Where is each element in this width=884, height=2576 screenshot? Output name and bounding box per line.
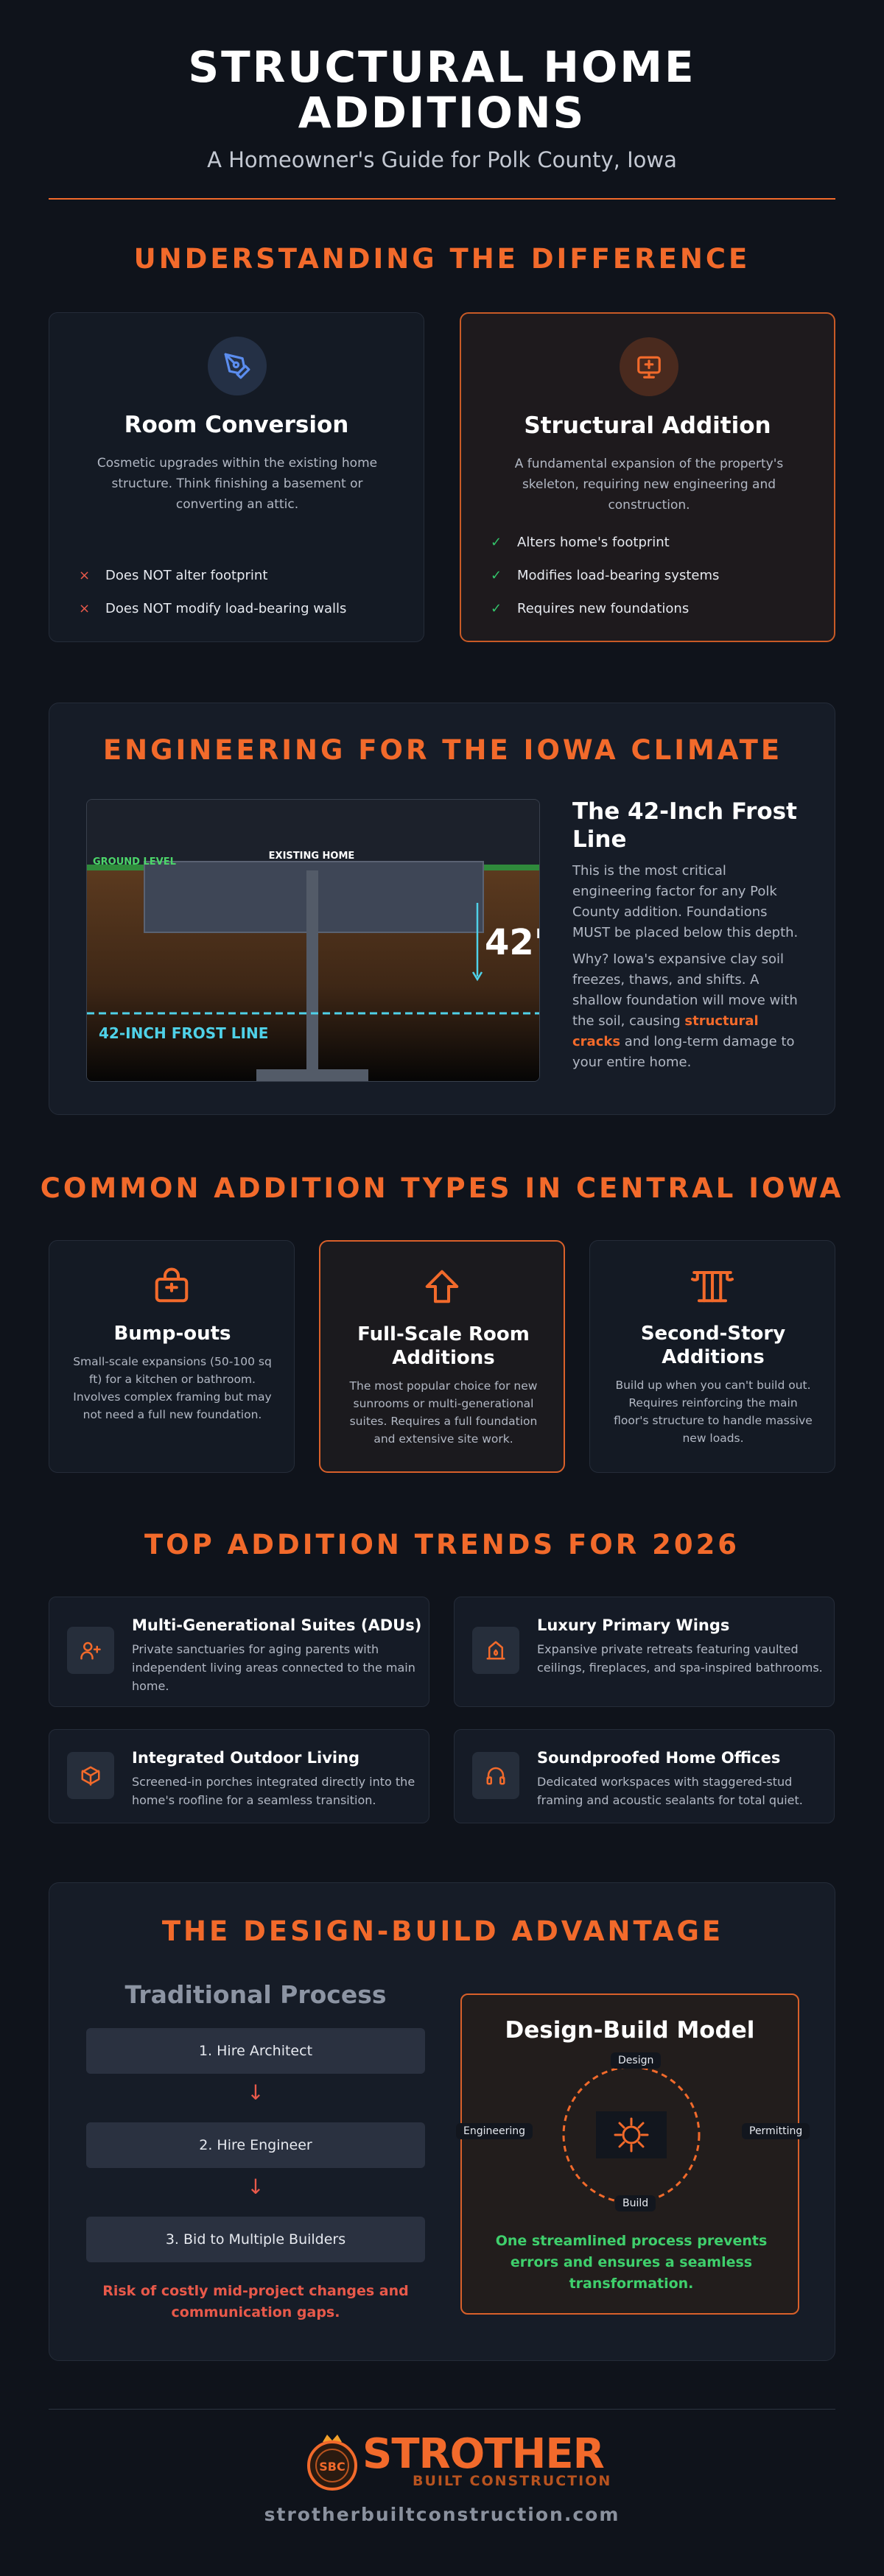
- section-title-trends: TOP ADDITION TRENDS FOR 2026: [144, 1529, 740, 1560]
- type-title: Second-Story Additions: [640, 1323, 786, 1368]
- traditional-step: 3. Bid to Multiple Builders: [86, 2217, 425, 2262]
- trend-card-adus: Multi-Generational Suites (ADUs) Private…: [49, 1597, 429, 1707]
- list-item: ✓ Alters home's footprint: [491, 535, 670, 550]
- list-item: ✓ Requires new foundations: [491, 601, 690, 616]
- footer-divider: [49, 2409, 835, 2410]
- section-title-difference: UNDERSTANDING THE DIFFERENCE: [133, 243, 751, 275]
- page-title: STRUCTURAL HOME ADDITIONS: [0, 44, 884, 136]
- page-title-line-2: ADDITIONS: [298, 88, 586, 138]
- trend-title: Multi-Generational Suites (ADUs): [132, 1616, 422, 1634]
- traditional-warning: Risk of costly mid-project changes and c…: [102, 2283, 409, 2320]
- x-icon: ×: [79, 601, 91, 616]
- check-icon: ✓: [491, 601, 502, 616]
- room-conversion-card: Room Conversion Cosmetic upgrades within…: [49, 312, 424, 642]
- list-item: × Does NOT modify load-bearing walls: [79, 601, 347, 616]
- trend-description: Expansive private retreats featuring vau…: [537, 1642, 823, 1675]
- foundation-pier: [306, 870, 318, 1071]
- type-title: Full-Scale Room Additions: [357, 1323, 530, 1369]
- type-description: Build up when you can't build out. Requi…: [614, 1379, 813, 1445]
- highlight-text: structural cracks: [572, 1013, 759, 1049]
- design-build-model-heading: Design-Build Model: [505, 2017, 755, 2044]
- fireplace-icon: [472, 1627, 519, 1674]
- headphones-icon: [472, 1752, 519, 1799]
- logo-badge-icon: SBC: [307, 2435, 357, 2491]
- ground-level-label: GROUND LEVEL: [93, 856, 176, 868]
- frost-line-diagram: GROUND LEVEL EXISTING HOME 42" 42-INCH F…: [86, 799, 540, 1082]
- monitor-icon: [620, 337, 678, 396]
- cycle-node-build: Build: [615, 2195, 656, 2211]
- column-icon: [590, 1266, 835, 1306]
- arrow-up-icon: [320, 1267, 564, 1306]
- user-plus-icon: [67, 1627, 114, 1674]
- process-cycle-diagram: [562, 2066, 701, 2204]
- website-link[interactable]: strotherbuiltconstruction.com: [264, 2504, 620, 2525]
- cycle-node-engineering: Engineering: [456, 2123, 533, 2139]
- design-build-section: THE DESIGN-BUILD ADVANTAGE Traditional P…: [49, 1882, 835, 2361]
- list-item: × Does NOT alter footprint: [79, 568, 268, 583]
- trend-description: Private sanctuaries for aging parents wi…: [132, 1642, 415, 1693]
- cube-icon: [67, 1752, 114, 1799]
- type-card-full-scale: Full-Scale Room Additions The most popul…: [319, 1240, 565, 1473]
- room-conversion-list: × Does NOT alter footprint × Does NOT modi…: [79, 559, 403, 625]
- section-title-types: COMMON ADDITION TYPES IN CENTRAL IOWA: [40, 1172, 844, 1204]
- structural-addition-card: Structural Addition A fundamental expans…: [460, 312, 835, 642]
- existing-home-label: EXISTING HOME: [269, 851, 355, 862]
- trend-title: Luxury Primary Wings: [537, 1616, 730, 1634]
- shopping-bag-icon: [49, 1266, 294, 1306]
- frost-line-label: 42-INCH FROST LINE: [99, 1024, 268, 1042]
- design-build-message: One streamlined process prevents errors …: [495, 2233, 768, 2292]
- cycle-node-permitting: Permitting: [742, 2123, 810, 2139]
- check-icon: ✓: [491, 535, 502, 550]
- arrow-down-icon: ↓: [247, 2080, 264, 2105]
- structural-addition-list: ✓ Alters home's footprint ✓ Modifies load-…: [491, 526, 815, 625]
- frost-paragraph-2: Why? Iowa's expansive clay soil freezes,…: [572, 951, 798, 1070]
- logo-wordmark: STROTHER: [362, 2430, 605, 2478]
- section-title-climate: ENGINEERING FOR THE IOWA CLIMATE: [102, 734, 783, 766]
- check-icon: ✓: [491, 568, 502, 583]
- page-title-line-1: STRUCTURAL HOME: [188, 42, 696, 92]
- type-description: Small-scale expansions (50-100 sq ft) fo…: [73, 1355, 272, 1421]
- type-card-second-story: Second-Story Additions Build up when you…: [589, 1240, 835, 1473]
- header-divider: [49, 198, 835, 200]
- room-conversion-description: Cosmetic upgrades within the existing ho…: [97, 456, 378, 512]
- foundation-footing: [256, 1069, 368, 1081]
- type-title: Bump-outs: [113, 1323, 231, 1345]
- cycle-node-design: Design: [611, 2052, 662, 2069]
- design-build-model-card: Design-Build Model Design Engineering Pe…: [456, 1993, 810, 2315]
- trend-title: Integrated Outdoor Living: [132, 1749, 360, 1767]
- logo-badge-text: SBC: [319, 2460, 345, 2474]
- trend-description: Dedicated workspaces with staggered-stud…: [537, 1775, 803, 1807]
- traditional-heading: Traditional Process: [124, 1980, 387, 2009]
- type-description: The most popular choice for new sunrooms…: [349, 1379, 538, 1446]
- trend-title: Soundproofed Home Offices: [537, 1749, 781, 1767]
- logo-subtitle: BUILT CONSTRUCTION: [413, 2473, 612, 2489]
- structural-addition-title: Structural Addition: [524, 412, 771, 439]
- section-title-design-build: THE DESIGN-BUILD ADVANTAGE: [161, 1915, 724, 1947]
- x-icon: ×: [79, 568, 91, 583]
- structural-addition-description: A fundamental expansion of the property'…: [514, 457, 784, 513]
- depth-label: 42": [485, 922, 540, 963]
- frost-paragraph-1: This is the most critical engineering fa…: [572, 863, 799, 940]
- climate-section: ENGINEERING FOR THE IOWA CLIMATE: [49, 703, 835, 1115]
- traditional-step: 2. Hire Engineer: [86, 2122, 425, 2168]
- room-conversion-title: Room Conversion: [124, 412, 349, 438]
- depth-arrow-head: [471, 971, 483, 982]
- sun-icon: [614, 2117, 649, 2153]
- pen-nib-icon: [208, 337, 267, 395]
- type-card-bump-outs: Bump-outs Small-scale expansions (50-100…: [49, 1240, 295, 1473]
- trend-card-primary-wings: Luxury Primary Wings Expansive private r…: [454, 1597, 835, 1707]
- trend-card-outdoor-living: Integrated Outdoor Living Screened-in po…: [49, 1729, 429, 1823]
- trend-card-home-offices: Soundproofed Home Offices Dedicated work…: [454, 1729, 835, 1823]
- list-item: ✓ Modifies load-bearing systems: [491, 568, 720, 583]
- traditional-step: 1. Hire Architect: [86, 2028, 425, 2074]
- page-subtitle: A Homeowner's Guide for Polk County, Iow…: [207, 147, 677, 172]
- trend-description: Screened-in porches integrated directly …: [132, 1775, 415, 1807]
- arrow-down-icon: ↓: [247, 2175, 264, 2199]
- frost-diagram-svg: GROUND LEVEL EXISTING HOME 42" 42-INCH F…: [87, 800, 540, 1081]
- frost-heading: The 42-Inch Frost Line: [572, 798, 797, 853]
